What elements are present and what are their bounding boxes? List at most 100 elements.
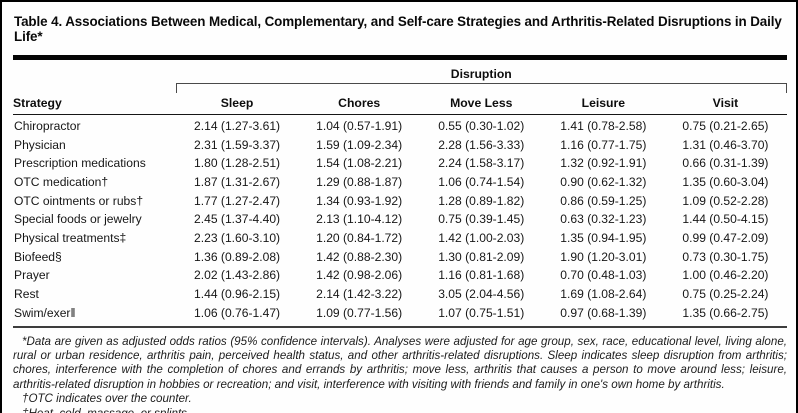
strategy-cell: OTC medication† — [14, 174, 109, 189]
odds-ratio-cell: 2.23 (1.60-3.10) — [194, 230, 281, 245]
group-header-row: Disruption — [13, 64, 787, 84]
odds-ratio-cell: 1.06 (0.76-1.47) — [194, 305, 281, 320]
table-row: Rest 1.44 (0.96-2.15) 2.14 (1.42-3.22) 3.05… — [13, 285, 787, 304]
odds-ratio-cell: 0.86 (0.59-1.25) — [560, 193, 647, 208]
strategy-cell: Special foods or jewelry — [14, 212, 142, 227]
strategy-cell: Chiropractor — [14, 119, 81, 133]
footnote-symbol: ‡Heat, cold, massage, or splints. — [13, 407, 787, 413]
spanner-bracket-row — [13, 83, 787, 94]
odds-ratio-cell: 0.63 (0.32-1.23) — [560, 212, 647, 227]
column-header-chores: Chores — [298, 93, 421, 115]
odds-ratio-cell: 1.42 (0.88-2.30) — [316, 249, 403, 264]
odds-ratio-cell: 1.42 (1.00-2.03) — [438, 230, 525, 245]
column-header-sleep: Sleep — [176, 93, 299, 115]
odds-ratio-cell: 3.05 (2.04-4.56) — [438, 286, 525, 301]
table-row: Biofeed§ 1.36 (0.89-2.08) 1.42 (0.88-2.30)… — [13, 248, 787, 267]
table-row: Special foods or jewelry 2.45 (1.37-4.40)… — [13, 210, 787, 229]
odds-ratio-cell: 1.36 (0.89-2.08) — [194, 249, 281, 264]
strategy-cell: Biofeed§ — [14, 249, 62, 264]
odds-ratio-cell: 1.29 (0.88-1.87) — [316, 174, 403, 189]
odds-ratio-cell: 2.13 (1.10-4.12) — [316, 212, 403, 227]
table-bottom-rule — [13, 326, 787, 328]
odds-ratio-cell: 0.66 (0.31-1.39) — [682, 156, 769, 171]
odds-ratio-cell: 1.31 (0.46-3.70) — [682, 137, 769, 152]
table-row: Physician 2.31 (1.59-3.37) 1.59 (1.09-2.34… — [13, 136, 787, 155]
odds-ratio-cell: 0.55 (0.30-1.02) — [438, 119, 525, 133]
column-header-move-less: Move Less — [420, 93, 543, 115]
table-row: Physical treatments‡ 2.23 (1.60-3.10) 1.20… — [13, 229, 787, 248]
disruption-group-header: Disruption — [450, 67, 512, 81]
table-row: OTC medication† 1.87 (1.31-2.67) 1.29 (0.8… — [13, 173, 787, 192]
odds-ratio-cell: 1.00 (0.46-2.20) — [682, 268, 769, 283]
odds-ratio-cell: 0.75 (0.39-1.45) — [438, 212, 525, 227]
odds-ratio-cell: 1.34 (0.93-1.92) — [316, 193, 403, 208]
odds-ratio-cell: 0.75 (0.25-2.24) — [682, 286, 769, 301]
strategy-cell: Swim/exer‖ — [14, 305, 76, 320]
odds-ratio-cell: 0.70 (0.48-1.03) — [560, 268, 647, 283]
table-row: Prayer 2.02 (1.43-2.86) 1.42 (0.98-2.06) 1.… — [13, 266, 787, 285]
strategy-cell: Physical treatments‡ — [14, 230, 127, 245]
odds-ratio-cell: 1.09 (0.52-2.28) — [682, 193, 769, 208]
odds-ratio-table: Disruption Strategy Sleep Chores Move Less L… — [13, 64, 787, 322]
odds-ratio-cell: 0.97 (0.68-1.39) — [560, 305, 647, 320]
odds-ratio-cell: 0.90 (0.62-1.32) — [560, 174, 647, 189]
odds-ratio-cell: 1.35 (0.60-3.04) — [682, 174, 769, 189]
footnotes-section: *Data are given as adjusted odds ratios … — [13, 335, 787, 413]
odds-ratio-cell: 1.80 (1.28-2.51) — [194, 156, 281, 171]
table-row: Chiropractor 2.14 (1.27-3.61) 1.04 (0.57-1… — [13, 115, 787, 136]
odds-ratio-cell: 1.06 (0.74-1.54) — [438, 174, 525, 189]
odds-ratio-cell: 2.31 (1.59-3.37) — [194, 137, 281, 152]
odds-ratio-cell: 1.35 (0.66-2.75) — [682, 305, 769, 320]
odds-ratio-cell: 2.14 (1.27-3.61) — [194, 119, 281, 133]
group-header-spacer — [13, 64, 176, 84]
odds-ratio-cell: 0.99 (0.47-2.09) — [682, 230, 769, 245]
table-row: Swim/exer‖ 1.06 (0.76-1.47) 1.09 (0.77-1.5… — [13, 304, 787, 323]
odds-ratio-cell: 1.35 (0.94-1.95) — [560, 230, 647, 245]
footnote-symbol: †OTC indicates over the counter. — [22, 392, 192, 406]
column-header-leisure: Leisure — [542, 93, 665, 115]
odds-ratio-cell: 1.16 (0.81-1.68) — [438, 268, 525, 283]
strategy-cell: Rest — [14, 286, 39, 301]
odds-ratio-cell: 1.07 (0.75-1.51) — [438, 305, 525, 320]
odds-ratio-cell: 2.45 (1.37-4.40) — [194, 212, 281, 227]
odds-ratio-cell: 1.41 (0.78-2.58) — [560, 119, 647, 133]
table-row: Prescription medications 1.80 (1.28-2.51)… — [13, 154, 787, 173]
table-header: Disruption Strategy Sleep Chores Move Less L… — [13, 64, 787, 115]
odds-ratio-cell: 0.73 (0.30-1.75) — [682, 249, 769, 264]
odds-ratio-cell: 1.42 (0.98-2.06) — [316, 268, 403, 283]
odds-ratio-cell: 0.75 (0.21-2.65) — [682, 119, 769, 133]
odds-ratio-cell: 1.28 (0.89-1.82) — [438, 193, 525, 208]
odds-ratio-cell: 1.44 (0.50-4.15) — [682, 212, 769, 227]
strategy-cell: Prayer — [14, 268, 50, 283]
odds-ratio-cell: 1.09 (0.77-1.56) — [316, 305, 403, 320]
odds-ratio-cell: 1.69 (1.08-2.64) — [560, 286, 647, 301]
column-header-strategy: Strategy — [13, 93, 176, 115]
column-header-row: Strategy Sleep Chores Move Less Leisure Visit — [13, 93, 787, 115]
strategy-cell: Prescription medications — [14, 156, 146, 171]
odds-ratio-cell: 1.20 (0.84-1.72) — [316, 230, 403, 245]
odds-ratio-cell: 1.44 (0.96-2.15) — [194, 286, 281, 301]
column-header-visit: Visit — [664, 93, 787, 115]
odds-ratio-cell: 2.02 (1.43-2.86) — [194, 268, 281, 283]
table-row: OTC ointments or rubs† 1.77 (1.27-2.47) 1.… — [13, 192, 787, 211]
odds-ratio-cell: 1.04 (0.57-1.91) — [316, 119, 403, 133]
strategy-cell: Physician — [14, 137, 66, 152]
odds-ratio-cell: 1.77 (1.27-2.47) — [194, 193, 281, 208]
odds-ratio-cell: 1.90 (1.20-3.01) — [560, 249, 647, 264]
odds-ratio-cell: 1.16 (0.77-1.75) — [560, 137, 647, 152]
strategy-cell: OTC ointments or rubs† — [14, 193, 144, 208]
odds-ratio-cell: 1.54 (1.08-2.21) — [316, 156, 403, 171]
spanner-bracket-rule — [175, 83, 787, 93]
table-title: Table 4. Associations Between Medical, C… — [14, 14, 782, 44]
table-body: Chiropractor 2.14 (1.27-3.61) 1.04 (0.57-1… — [13, 115, 787, 323]
bracket-spacer — [13, 84, 176, 94]
footnote-asterisk: *Data are given as adjusted odds ratios … — [13, 334, 787, 391]
odds-ratio-cell: 1.59 (1.09-2.34) — [316, 137, 403, 152]
odds-ratio-cell: 1.87 (1.31-2.67) — [194, 174, 281, 189]
odds-ratio-cell: 2.24 (1.58-3.17) — [438, 156, 525, 171]
odds-ratio-cell: 1.32 (0.92-1.91) — [560, 156, 647, 171]
odds-ratio-cell: 2.28 (1.56-3.33) — [438, 137, 525, 152]
odds-ratio-cell: 1.30 (0.81-2.09) — [438, 249, 525, 264]
odds-ratio-cell: 2.14 (1.42-3.22) — [316, 286, 403, 301]
